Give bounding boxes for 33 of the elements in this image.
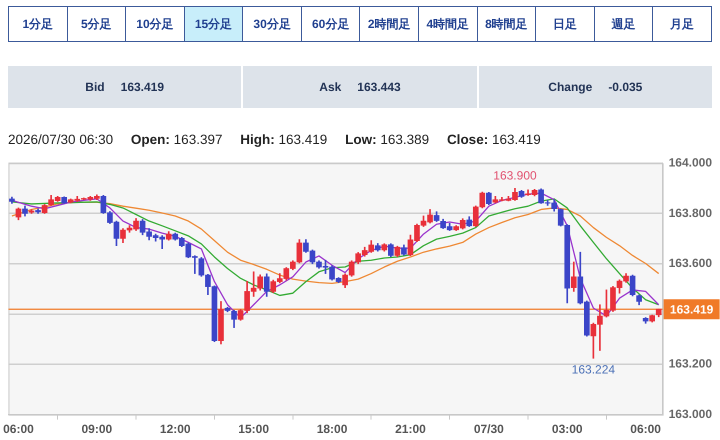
text: 日足 [552, 16, 577, 32]
x-tick-label: 06:00 [3, 422, 34, 436]
x-tick-label: 09:00 [82, 422, 113, 436]
text: 10分足 [136, 16, 174, 32]
y-tick-label: 163.000 [668, 406, 712, 421]
y-tick-label: 163.200 [668, 356, 712, 371]
text: Ask 163.443 [319, 80, 401, 94]
x-tick-label: 07/30 [474, 422, 504, 436]
text: 月足 [670, 16, 694, 32]
text: 週足 [612, 16, 636, 32]
annotation: 163.900 [493, 168, 537, 183]
x-tick-label: 21:00 [395, 422, 426, 436]
text: 2時間足 [368, 16, 411, 32]
text: 15分足 [194, 16, 232, 32]
y-tick-label: 163.600 [668, 256, 712, 270]
ref-line-label: 163.419 [670, 302, 714, 317]
annotation: 163.224 [572, 362, 616, 377]
y-tick-label: 163.800 [668, 206, 712, 220]
text: 60分足 [312, 16, 350, 32]
x-tick-label: 03:00 [552, 422, 583, 436]
text: Change -0.035 [548, 80, 642, 94]
text: 4時間足 [426, 16, 470, 32]
text: 30分足 [253, 16, 291, 32]
x-tick-label: 06:00 [630, 422, 662, 436]
text: 8時間足 [485, 16, 528, 32]
text: 1分足 [22, 16, 54, 32]
x-tick-label: 12:00 [160, 422, 191, 436]
x-tick-label: 18:00 [316, 422, 348, 436]
y-tick-label: 164.000 [668, 156, 712, 170]
text: 5分足 [81, 16, 112, 32]
x-tick-label: 15:00 [238, 422, 270, 436]
text: Bid 163.419 [85, 80, 164, 94]
text: 2026/07/30 06:30 Open: 163.397 High: 163.419 Low: 163.389 Close: 163.419 [8, 132, 541, 147]
